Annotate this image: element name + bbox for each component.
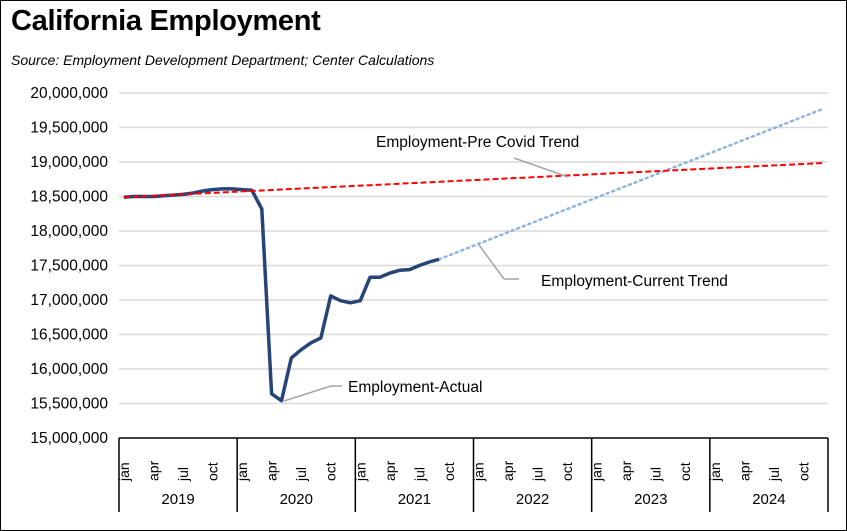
y-tick-label: 17,000,000 (30, 292, 108, 309)
x-tick-label-month: jul (411, 467, 427, 482)
annotation-actual: Employment-Actual (348, 379, 482, 396)
y-tick-label: 15,000,000 (30, 430, 108, 447)
x-tick-label-month: oct (205, 462, 221, 481)
x-tick-label-month: jul (530, 467, 546, 482)
series-line-current-trend (437, 107, 825, 261)
x-tick-label-month: jan (352, 462, 368, 482)
annotation-leader-line (513, 157, 569, 178)
y-tick-label: 20,000,000 (30, 85, 108, 102)
series-line-pre-covid-trend (123, 162, 824, 199)
y-tick-label: 19,000,000 (30, 154, 108, 171)
x-tick-label-month: oct (795, 462, 811, 481)
y-tick-label: 18,000,000 (30, 223, 108, 240)
y-tick-label: 15,500,000 (30, 396, 108, 413)
x-tick-label-month: apr (618, 460, 634, 481)
x-tick-label-month: oct (441, 462, 457, 481)
x-tick-label-month: jan (470, 462, 486, 482)
x-tick-label-month: oct (323, 462, 339, 481)
x-tick-label-month: apr (500, 460, 516, 481)
x-tick-label-month: jul (766, 467, 782, 482)
annotation-pre-covid-trend: Employment-Pre Covid Trend (376, 134, 579, 151)
x-tick-label-year: 2020 (280, 491, 313, 508)
y-tick-label: 18,500,000 (30, 189, 108, 206)
x-tick-label-year: 2023 (634, 491, 667, 508)
annotation-leader-line (478, 244, 505, 280)
x-tick-label-month: jan (707, 462, 723, 482)
x-tick-label-year: 2022 (516, 491, 549, 508)
x-tick-label-month: oct (677, 462, 693, 481)
chart-source: Source: Employment Development Departmen… (11, 52, 435, 68)
x-tick-label-month: jan (234, 462, 250, 482)
x-tick-label-month: apr (264, 460, 280, 481)
y-tick-label: 17,500,000 (30, 258, 108, 275)
annotation-leader-line (283, 385, 332, 402)
x-tick-label-month: jul (293, 467, 309, 482)
y-tick-label: 16,500,000 (30, 327, 108, 344)
x-tick-label-year: 2019 (161, 491, 194, 508)
chart-title: California Employment (11, 5, 321, 37)
y-tick-label: 16,000,000 (30, 361, 108, 378)
x-tick-label-year: 2024 (752, 491, 785, 508)
series-line-actual (123, 187, 440, 403)
x-tick-label-month: jul (175, 467, 191, 482)
y-tick-label: 19,500,000 (30, 120, 108, 137)
x-tick-label-month: jul (648, 467, 664, 482)
x-tick-label-month: jan (116, 462, 132, 482)
x-tick-label-month: oct (559, 462, 575, 481)
annotation-current-trend: Employment-Current Trend (541, 273, 728, 290)
x-tick-label-month: apr (145, 460, 161, 481)
x-tick-label-month: apr (382, 460, 398, 481)
x-tick-label-month: jan (589, 462, 605, 482)
x-tick-label-year: 2021 (398, 491, 431, 508)
x-tick-label-month: apr (736, 460, 752, 481)
